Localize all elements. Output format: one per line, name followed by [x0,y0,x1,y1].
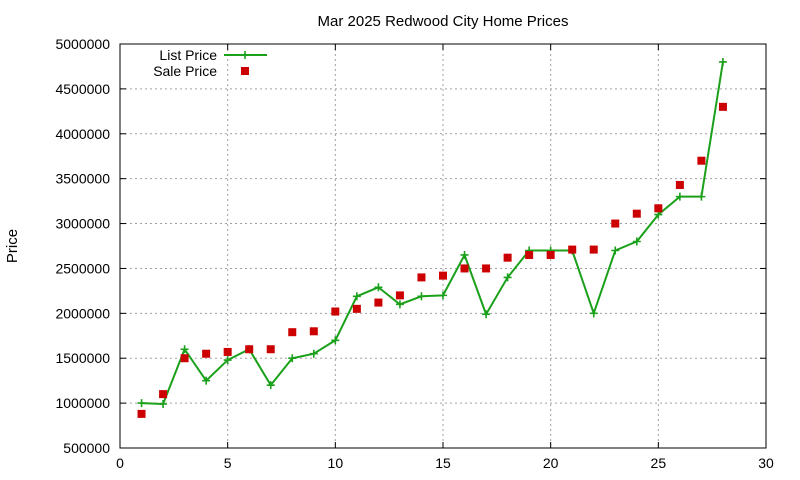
point-list-price [309,349,318,358]
x-tick-label: 5 [224,455,232,471]
x-tick-label: 30 [758,455,774,471]
legend-marker-list-price [241,51,249,59]
y-tick-label: 5000000 [55,36,110,52]
series-line-list-price [141,61,724,406]
point-sale-price [654,204,663,213]
legend: List Price Sale Price [153,47,267,79]
point-sale-price [159,390,168,399]
y-tick-label: 4500000 [55,81,110,97]
legend-label-sale-price: Sale Price [153,63,217,79]
point-sale-price [718,102,727,111]
y-tick-label: 3500000 [55,171,110,187]
point-list-price [352,292,361,301]
point-sale-price [697,156,706,165]
x-tick-label: 15 [435,455,451,471]
point-sale-price [352,304,361,313]
grid [120,44,766,448]
point-sale-price [374,298,383,307]
legend-plus-marker [241,51,249,59]
point-sale-price [568,245,577,254]
point-list-price [266,381,275,390]
legend-label-list-price: List Price [159,47,217,63]
point-sale-price [395,291,404,300]
point-sale-price [180,354,189,363]
point-sale-price [525,250,534,259]
point-sale-price [675,180,684,189]
point-list-price [632,237,641,246]
series [137,57,727,418]
point-list-price [223,356,232,365]
point-list-price [460,250,469,259]
y-tick-label: 2500000 [55,260,110,276]
point-list-price [417,292,426,301]
point-sale-price [460,264,469,273]
point-list-price [611,246,620,255]
point-list-price [439,291,447,300]
point-sale-price [331,307,340,316]
point-sale-price [266,345,275,354]
point-sale-price [137,409,146,418]
y-tick-label: 4000000 [55,126,110,142]
point-list-price [675,192,684,201]
plot-frame [119,43,767,449]
legend-marker-sale-price [241,67,249,75]
y-tick-label: 1000000 [55,395,110,411]
x-tick-label: 0 [116,455,124,471]
point-sale-price [309,327,318,336]
point-list-price [288,354,297,363]
point-sale-price [202,349,211,358]
y-tick-label: 3000000 [55,216,110,232]
y-tick-label: 2000000 [55,305,110,321]
point-sale-price [546,250,555,259]
point-sale-price [632,209,641,218]
point-list-price [697,192,706,201]
y-tick-label: 1500000 [55,350,110,366]
point-sale-price [439,271,447,280]
point-list-price [718,57,727,66]
point-list-price [180,345,189,354]
point-sale-price [417,273,426,282]
point-sale-price [223,347,232,356]
x-tick-label: 10 [328,455,344,471]
point-sale-price [611,219,620,228]
y-axis-label: Price [4,229,21,263]
x-tick-label: 20 [543,455,559,471]
point-list-price [395,300,404,309]
y-tick-label: 500000 [63,440,110,456]
chart-title: Mar 2025 Redwood City Home Prices [318,13,569,30]
point-list-price [374,283,383,292]
point-sale-price [503,253,512,262]
point-list-price [482,310,491,319]
point-list-price [137,399,146,408]
point-list-price [159,400,168,409]
x-tick-label: 25 [651,455,667,471]
point-list-price [589,309,598,318]
point-list-price [202,376,211,385]
point-list-price [503,273,512,282]
point-sale-price [589,245,598,254]
point-sale-price [482,264,491,273]
point-list-price [331,336,340,345]
point-sale-price [288,328,297,337]
point-sale-price [245,345,254,354]
